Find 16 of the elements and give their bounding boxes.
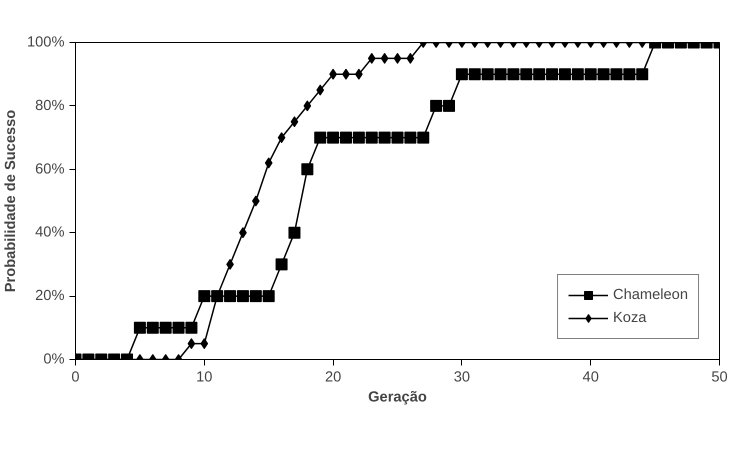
y-tick-label: 20% (35, 288, 65, 304)
y-tick-label: 100% (27, 34, 65, 50)
legend-label: Chameleon (613, 287, 688, 303)
x-tick-label: 40 (582, 370, 599, 386)
x-tick-label: 20 (324, 370, 342, 386)
y-tick-label: 40% (35, 224, 65, 241)
legend-label: Koza (613, 310, 646, 326)
y-tick-label: 60% (35, 161, 65, 178)
y-tick-label: 80% (35, 98, 65, 114)
x-tick-label: 50 (711, 370, 728, 386)
x-tick-label: 10 (196, 370, 212, 386)
y-tick-label: 0% (43, 352, 65, 368)
x-tick-label: 30 (454, 370, 470, 386)
x-tick-label: 0 (71, 370, 80, 386)
y-axis-title: Probabilidade de Sucesso (3, 110, 20, 292)
x-axis-title: Geração (368, 390, 427, 406)
